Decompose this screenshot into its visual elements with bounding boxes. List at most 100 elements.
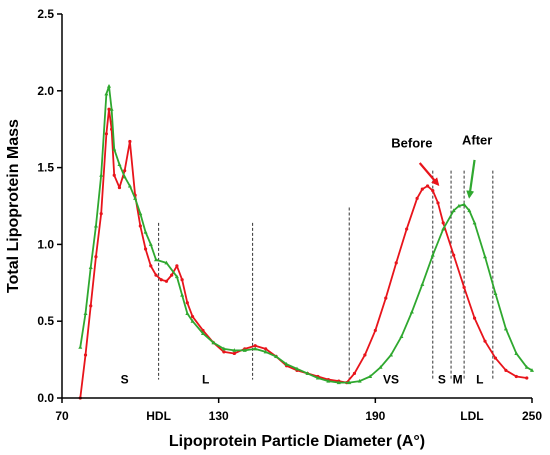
y-ticks: 0.0 0.5 1.0 1.5 2.0 2.5: [37, 7, 62, 405]
data-series: [78, 83, 534, 400]
data-point: [232, 351, 236, 356]
data-point: [514, 351, 519, 355]
data-point: [405, 227, 409, 231]
data-point: [190, 314, 195, 319]
data-point: [347, 380, 352, 385]
data-point: [99, 173, 104, 177]
data-point: [221, 346, 226, 351]
data-point: [78, 345, 83, 349]
class-label: LDL: [460, 409, 483, 423]
y-tick-label: 1.5: [37, 161, 54, 175]
data-point: [211, 340, 216, 345]
data-point: [109, 107, 114, 111]
region-label: M: [453, 373, 463, 387]
data-point: [174, 274, 179, 279]
data-point: [504, 368, 508, 372]
data-point: [104, 132, 108, 136]
x-tick-label: 130: [209, 409, 229, 423]
data-point: [88, 265, 93, 269]
x-axis-title: Lipoprotein Particle Diameter (A°): [169, 433, 425, 450]
data-point: [472, 316, 477, 320]
data-point: [472, 220, 477, 225]
y-axis-title: Total Lipoprotein Mass: [5, 119, 22, 293]
data-point: [253, 344, 257, 348]
data-point: [190, 319, 195, 323]
data-point: [112, 146, 117, 151]
data-point: [284, 362, 289, 366]
data-point: [425, 184, 430, 188]
data-point: [420, 187, 424, 191]
data-point: [164, 279, 169, 283]
region-label: L: [476, 373, 483, 387]
data-point: [143, 247, 148, 251]
data-point: [143, 229, 148, 234]
data-point: [83, 353, 88, 357]
annotation-label: After: [462, 133, 492, 148]
data-point: [524, 365, 529, 369]
data-point: [462, 285, 466, 290]
x-ticks: 70 130 190 250: [55, 398, 542, 423]
data-point: [483, 254, 487, 259]
data-point: [462, 202, 467, 206]
data-point: [133, 196, 138, 200]
data-point: [503, 326, 508, 331]
data-point: [451, 208, 456, 213]
data-point: [264, 347, 268, 351]
data-point: [357, 378, 362, 383]
data-point: [352, 371, 357, 376]
data-point: [149, 264, 153, 268]
y-tick-label: 2.5: [37, 7, 54, 21]
data-point: [315, 375, 320, 380]
region-label: VS: [383, 373, 399, 387]
series-line-1: [79, 108, 527, 399]
data-point: [431, 189, 435, 193]
data-point: [123, 169, 127, 173]
region-label: L: [202, 373, 209, 387]
data-point: [415, 196, 419, 200]
data-point: [148, 242, 153, 246]
data-point: [159, 278, 163, 282]
data-point: [107, 107, 111, 111]
data-point: [452, 253, 456, 257]
region-label: S: [121, 373, 129, 387]
data-point: [420, 282, 425, 286]
data-point: [138, 211, 143, 216]
y-tick-label: 0.0: [37, 391, 54, 405]
data-point: [409, 309, 414, 314]
data-point: [128, 139, 132, 144]
data-point: [368, 374, 373, 378]
x-tick-label: 190: [365, 409, 385, 423]
data-point: [441, 221, 445, 225]
data-point: [201, 331, 205, 335]
axes: 0.0 0.5 1.0 1.5 2.0 2.5 70 130 190 250: [37, 7, 542, 423]
y-tick-label: 1.0: [37, 237, 54, 251]
annotation-arrow: [418, 162, 440, 187]
data-point: [373, 328, 377, 333]
data-point: [441, 226, 446, 231]
data-point: [180, 292, 185, 297]
data-point: [493, 356, 498, 360]
data-point: [117, 185, 122, 190]
data-point: [164, 260, 169, 265]
data-point: [336, 380, 341, 385]
y-tick-label: 2.0: [37, 84, 54, 98]
data-point: [326, 378, 331, 383]
data-point: [253, 346, 258, 351]
data-point: [483, 339, 487, 343]
data-point: [154, 273, 158, 277]
data-point: [530, 368, 534, 372]
data-point: [305, 371, 310, 375]
data-point: [263, 349, 268, 354]
data-point: [112, 173, 116, 177]
x-tick-label: 250: [522, 409, 542, 423]
data-point: [122, 174, 127, 179]
data-point: [493, 291, 498, 296]
data-point: [295, 366, 299, 371]
data-point: [363, 353, 367, 357]
data-point: [430, 252, 435, 257]
data-point: [117, 162, 122, 167]
data-point: [185, 301, 189, 305]
data-point: [514, 374, 518, 379]
